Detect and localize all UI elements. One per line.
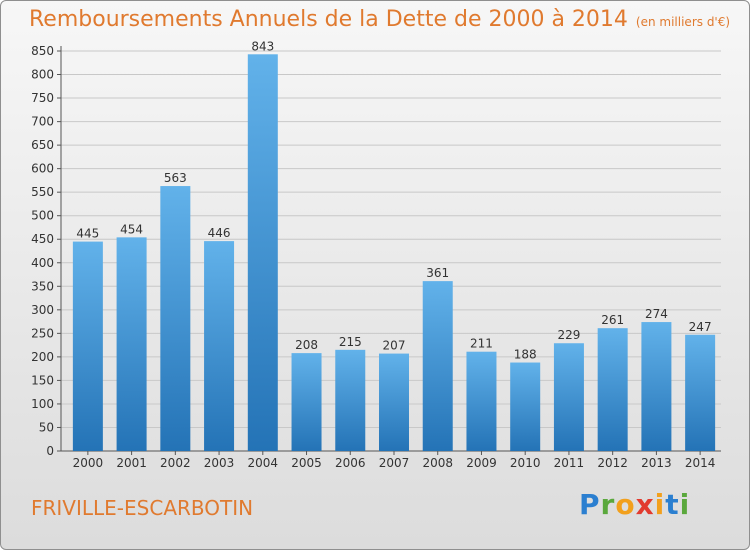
bar-2011 [553,343,584,451]
bars [72,54,716,451]
bar-2013 [641,322,672,451]
data-label-2014: 247 [689,320,712,334]
y-tick-label: 750 [31,91,54,105]
y-tick-label: 550 [31,185,54,199]
y-tick-label: 650 [31,138,54,152]
data-label-2000: 445 [76,227,99,241]
data-label-2003: 446 [208,226,231,240]
bar-2010 [510,362,541,451]
x-tick-label: 2011 [554,456,585,470]
y-tick-label: 250 [31,326,54,340]
data-label-2004: 843 [251,39,274,53]
data-labels: 445 454 563 446 843 208 215 207 361 211 188 229 261 2… [76,39,711,361]
x-tick-label: 2014 [685,456,716,470]
data-label-2005: 208 [295,338,318,352]
chart-title-unit: (en milliers d'€) [635,15,731,29]
x-tick-label: 2006 [335,456,366,470]
y-tick-label: 200 [31,350,54,364]
bar-2003 [204,241,235,451]
bar-2008 [422,281,453,451]
data-label-2006: 215 [339,335,362,349]
data-label-2008: 361 [426,266,449,280]
data-label-2001: 454 [120,222,143,236]
commune-name: FRIVILLE-ESCARBOTIN [31,496,254,520]
y-tick-label: 50 [39,420,54,434]
y-tick-label: 600 [31,162,54,176]
data-label-2012: 261 [601,313,624,327]
bar-2012 [597,328,628,451]
y-tick-label: 350 [31,279,54,293]
bar-2006 [335,349,366,451]
y-tick-label: 0 [46,444,54,458]
bar-2009 [466,351,497,451]
y-tick-label: 450 [31,232,54,246]
x-tick-label: 2000 [73,456,104,470]
data-label-2007: 207 [383,339,406,353]
y-tick-label: 850 [31,44,54,58]
bar-2005 [291,353,322,451]
x-tick-label: 2010 [510,456,541,470]
data-label-2011: 229 [557,328,580,342]
x-tick-label: 2003 [204,456,235,470]
bar-2004 [247,54,278,451]
bar-2002 [160,186,191,451]
y-tick-label: 400 [31,256,54,270]
data-label-2002: 563 [164,171,187,185]
bar-2000 [72,241,103,451]
x-tick-label: 2001 [116,456,147,470]
x-tick-label: 2005 [291,456,322,470]
y-tick-label: 300 [31,303,54,317]
proxiti-logo[interactable]: Proxiti [579,488,691,521]
data-label-2010: 188 [514,348,537,362]
y-tick-label: 800 [31,68,54,82]
data-label-2013: 274 [645,307,668,321]
x-tick-label: 2009 [466,456,497,470]
data-label-2009: 211 [470,337,493,351]
bar-2007 [379,353,409,451]
chart-title-text: Remboursements Annuels de la Dette de 20… [29,7,628,32]
y-tick-label: 700 [31,115,54,129]
chart-title: Remboursements Annuels de la Dette de 20… [29,7,730,32]
x-tick-label: 2013 [641,456,672,470]
x-tick-label: 2008 [422,456,453,470]
bar-2014 [685,334,716,451]
y-tick-label: 100 [31,397,54,411]
x-tick-label: 2002 [160,456,191,470]
y-tick-label: 500 [31,209,54,223]
x-tick-label: 2004 [248,456,279,470]
x-tick-label: 2007 [379,456,410,470]
bar-2001 [116,237,147,451]
x-tick-label: 2012 [597,456,628,470]
y-tick-label: 150 [31,373,54,387]
